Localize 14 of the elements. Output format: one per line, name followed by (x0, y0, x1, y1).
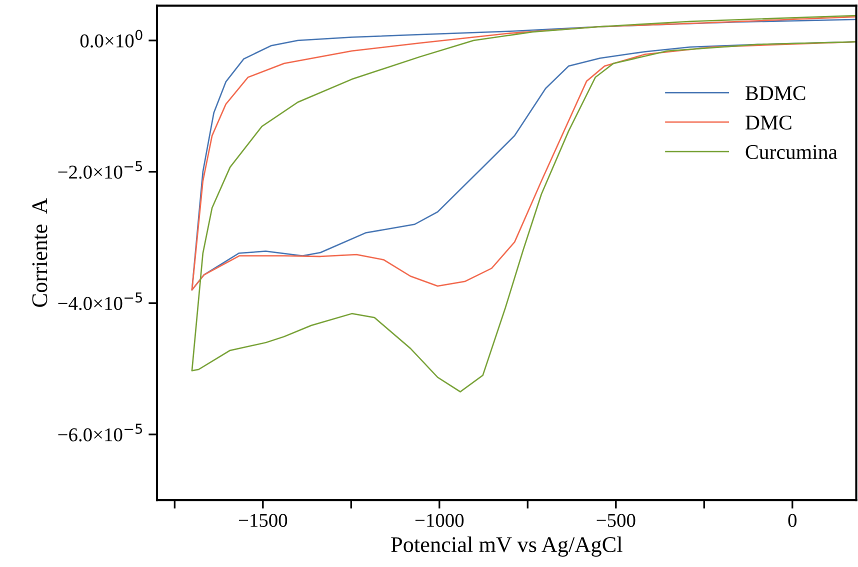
y-tick-label: −6.0×10$^{−5}$ (58, 424, 142, 442)
legend-label: DMC (746, 116, 792, 130)
x-tick-label: −500 (596, 514, 636, 527)
y-tick-label: 0.0×10$^{0}$ (80, 30, 142, 48)
legend-label: BDMC (746, 86, 806, 100)
x-axis-title: Potencial mV vs Ag/AgCl (391, 536, 622, 557)
x-tick-label: 0 (788, 514, 797, 527)
y-tick-label: −4.0×10$^{−5}$ (58, 292, 142, 310)
y-axis-title: Corriente A (32, 198, 48, 307)
y-tick-label: −2.0×10$^{−5}$ (58, 161, 142, 179)
x-tick-label: −1500 (238, 514, 288, 527)
x-tick-label: −1000 (415, 514, 464, 527)
legend-label: Curcumina (746, 145, 838, 160)
line-series (191, 14, 856, 392)
